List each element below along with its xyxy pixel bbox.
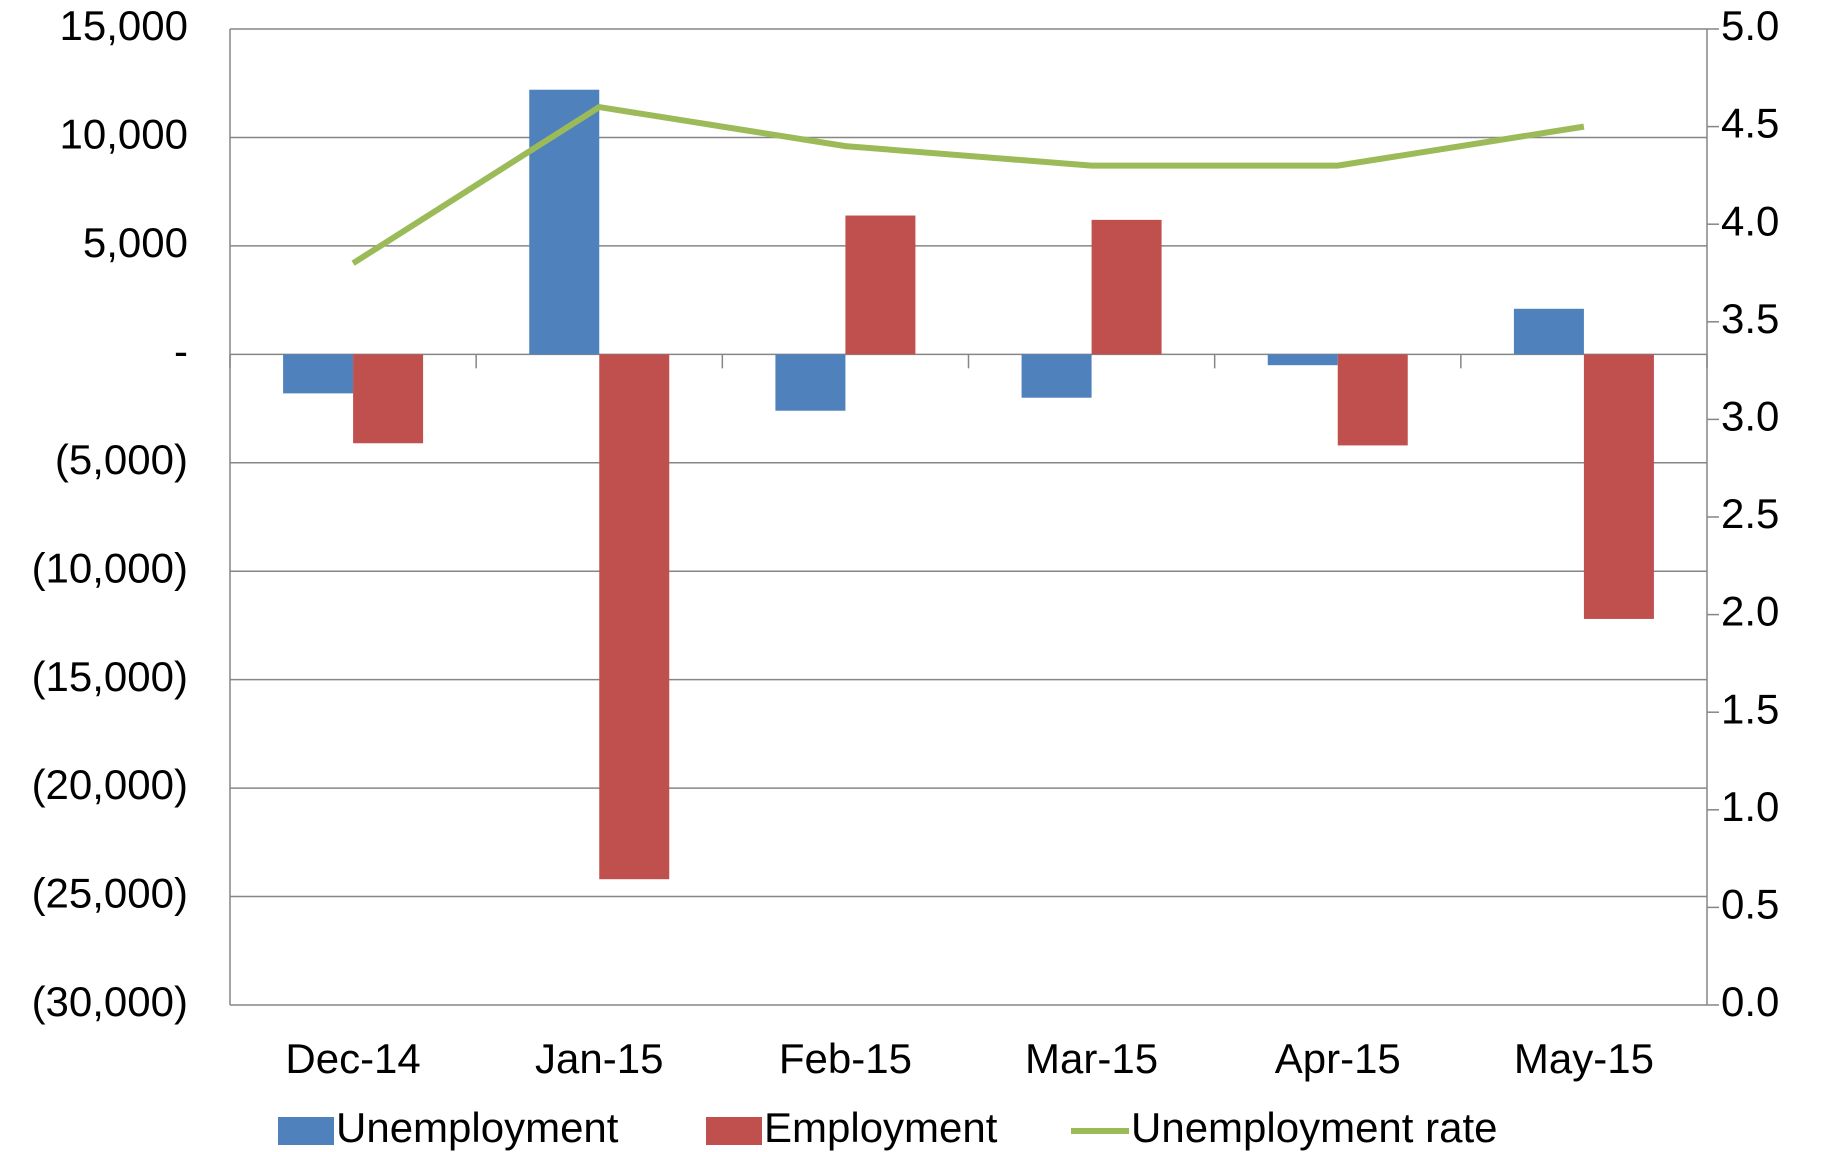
bar [1021,354,1092,398]
legend-swatch [278,1117,334,1145]
y-tick-label: (10,000) [32,544,188,591]
y2-tick-label: 5.0 [1721,2,1779,49]
y2-tick-label: 1.5 [1721,685,1779,732]
y-tick-label: 5,000 [83,219,188,266]
y2-tick-label: 1.0 [1721,783,1779,830]
legend-swatch [706,1117,762,1145]
y-tick-label: (15,000) [32,653,188,700]
y-tick-label: (20,000) [32,761,188,808]
y-tick-label: 10,000 [60,111,188,158]
bar [353,354,424,444]
x-tick-label: May-15 [1514,1035,1654,1082]
y2-tick-label: 4.5 [1721,100,1779,147]
bar [283,354,354,394]
bar [1513,308,1584,355]
y-tick-label: 15,000 [60,2,188,49]
x-tick-label: Dec-14 [285,1035,420,1082]
y-tick-label: (5,000) [55,436,188,483]
bar [1091,219,1162,355]
x-tick-label: Feb-15 [779,1035,912,1082]
bar [599,354,670,880]
legend-label: Unemployment [336,1104,619,1151]
bar [529,89,600,355]
bar [775,354,846,411]
y-tick-label: (25,000) [32,870,188,917]
y-tick-label: (30,000) [32,978,188,1025]
line-series [351,104,1585,266]
y2-tick-label: 4.0 [1721,197,1779,244]
y2-tick-label: 2.5 [1721,490,1779,537]
y2-tick-label: 2.0 [1721,588,1779,635]
x-tick-label: Jan-15 [535,1035,663,1082]
y2-tick-label: 3.5 [1721,295,1779,342]
y2-tick-label: 0.0 [1721,978,1779,1025]
x-tick-label: Apr-15 [1275,1035,1401,1082]
bar [1583,354,1654,619]
y-tick-label: - [174,327,188,374]
y2-tick-label: 3.0 [1721,392,1779,439]
legend-label: Unemployment rate [1131,1104,1498,1151]
x-tick-label: Mar-15 [1025,1035,1158,1082]
bar [845,215,916,355]
bar [1337,354,1408,446]
legend-label: Employment [764,1104,998,1151]
y2-tick-label: 0.5 [1721,880,1779,927]
bar [1267,354,1338,366]
